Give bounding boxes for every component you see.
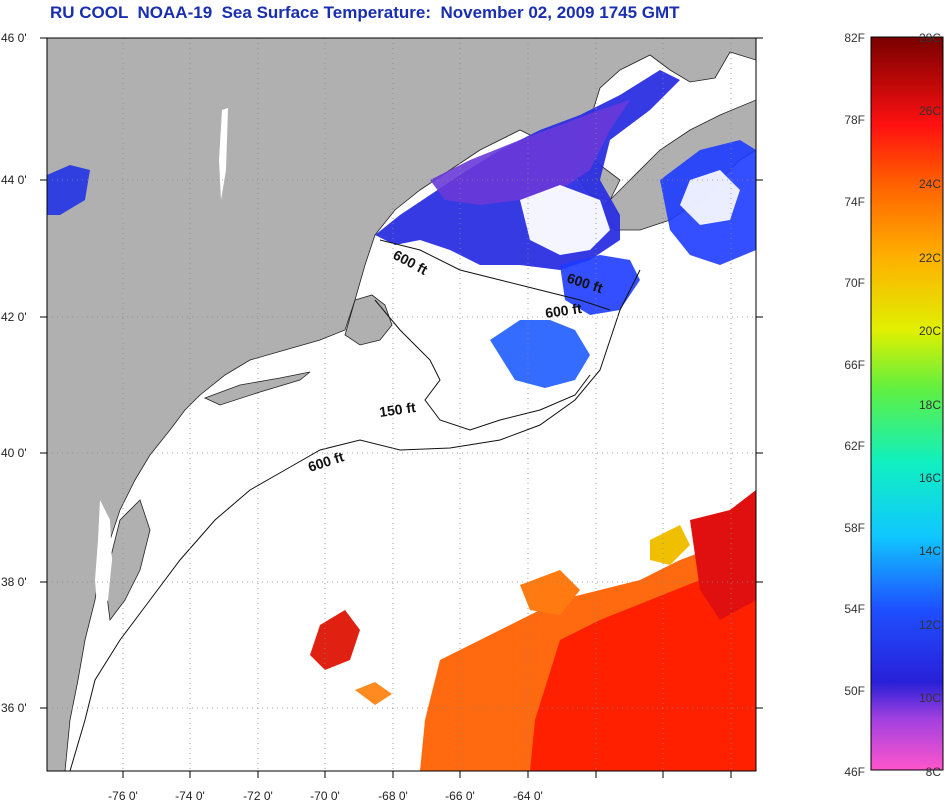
lon-label-70: -70 0' (310, 789, 340, 803)
lat-label-36: 36 0' (1, 701, 27, 715)
sst-georges-bank-blue (490, 320, 590, 388)
map-content (47, 38, 756, 771)
lat-label-44: 44 0' (1, 173, 27, 187)
lat-ticks (40, 37, 763, 709)
cloud-scotian (680, 170, 740, 225)
cbar-f-58: 58F (844, 521, 865, 535)
cbar-c-22: 22C (919, 251, 941, 265)
cbar-c-8: 8C (926, 765, 942, 779)
cbar-f-62: 62F (844, 439, 865, 453)
colorbar: 82F 78F 74F 70F 66F 62F 58F 54F 50F 46F … (844, 31, 944, 779)
land-long-island (203, 371, 311, 406)
contour-150ft (374, 299, 591, 431)
cbar-f-66: 66F (844, 358, 865, 372)
cbar-c-10: 10C (919, 691, 941, 705)
cbar-c-20: 20C (919, 324, 941, 338)
lon-label-68: -68 0' (378, 789, 408, 803)
lon-label-72: -72 0' (243, 789, 273, 803)
lat-labels: 46 0' 44 0' 42 0' 40 0' 38 0' 36 0' (1, 31, 27, 715)
contour-600ft-shelf (69, 269, 641, 771)
lat-label-38: 38 0' (1, 575, 27, 589)
cbar-c-14: 14C (919, 544, 941, 558)
cbar-c-26: 26C (919, 104, 941, 118)
map-frame (46, 37, 757, 772)
cbar-f-82: 82F (844, 31, 865, 45)
sst-patch-west-red (310, 610, 360, 670)
lake-champlain (219, 108, 228, 200)
lon-labels: -76 0' -74 0' -72 0' -70 0' -68 0' -66 0… (108, 789, 543, 803)
sst-patch-mid-orange (520, 570, 580, 615)
contour-600ft-gulf (379, 239, 611, 311)
sst-warm-patch-yellow (650, 525, 690, 565)
contour-label-150ft: 150 ft (378, 399, 417, 420)
lon-label-64: -64 0' (513, 789, 543, 803)
contour-label-600ft-georges: 600 ft (544, 300, 583, 321)
sst-gulf-stream-red (530, 555, 756, 771)
lat-label-40: 40 0' (1, 446, 27, 460)
cloud-gulf-of-maine (520, 185, 610, 255)
cbar-f-46: 46F (844, 765, 865, 779)
lon-label-66: -66 0' (445, 789, 475, 803)
chesapeake-bay (95, 500, 112, 620)
cbar-c-18: 18C (919, 398, 941, 412)
lat-label-46: 46 0' (1, 31, 27, 45)
sst-patch-orange-small (355, 682, 392, 705)
cbar-c-24: 24C (919, 177, 941, 191)
gridlines (47, 38, 756, 771)
lat-label-42: 42 0' (1, 310, 27, 324)
sst-warm-core-red (690, 490, 756, 620)
cbar-f-78: 78F (844, 113, 865, 127)
sst-gulf-of-maine-purple (430, 100, 630, 205)
land-cape-cod (344, 294, 393, 346)
cbar-f-70: 70F (844, 276, 865, 290)
colorbar-gradient (870, 36, 944, 771)
cbar-c-16: 16C (919, 471, 941, 485)
lon-ticks (122, 771, 732, 778)
lake-ontario (47, 165, 90, 215)
cbar-f-50: 50F (844, 684, 865, 698)
cbar-c-28: 28C (919, 31, 941, 45)
cbar-c-12: 12C (919, 618, 941, 632)
map-title: RU COOL NOAA-19 Sea Surface Temperature:… (50, 3, 680, 22)
lon-label-76: -76 0' (108, 789, 138, 803)
lon-label-74: -74 0' (175, 789, 205, 803)
cbar-f-54: 54F (844, 602, 865, 616)
cbar-f-74: 74F (844, 195, 865, 209)
colorbar-f-labels: 82F 78F 74F 70F 66F 62F 58F 54F 50F 46F (844, 31, 865, 779)
colorbar-c-labels: 28C 26C 24C 22C 20C 18C 16C 14C 12C 10C … (919, 31, 941, 779)
